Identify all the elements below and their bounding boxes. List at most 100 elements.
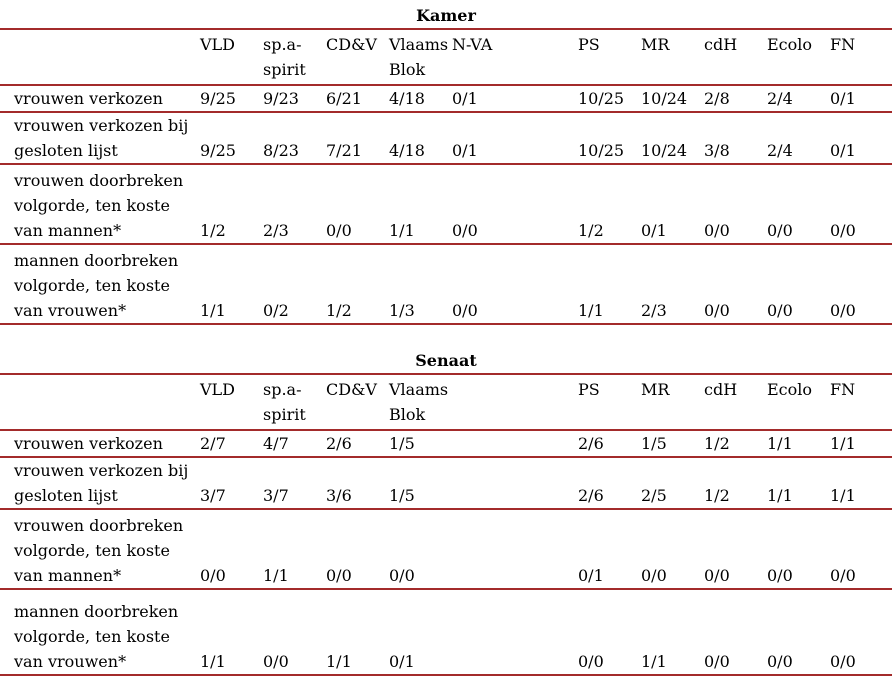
row-label: vrouwen doorbreken volgorde, ten koste van… bbox=[0, 164, 190, 245]
header-cell-ps: PS bbox=[568, 28, 631, 86]
header-cell-fn: FN bbox=[820, 373, 892, 431]
value-cell: 2/3 bbox=[631, 244, 694, 325]
row-label: mannen doorbreken volgorde, ten koste van … bbox=[0, 589, 190, 676]
value-cell: 9/25 bbox=[190, 112, 253, 165]
value-cell: 0/2 bbox=[253, 244, 316, 325]
value-cell: 1/2 bbox=[694, 430, 757, 458]
value-cell: 1/2 bbox=[694, 457, 757, 510]
header-cell-ps: PS bbox=[568, 373, 631, 431]
value-cell: 1/2 bbox=[316, 244, 379, 325]
spacer-cell bbox=[505, 509, 568, 590]
header-cell-mr: MR bbox=[631, 28, 694, 86]
table-row: mannen doorbreken volgorde, ten koste van … bbox=[0, 244, 892, 325]
value-cell: 0/1 bbox=[820, 85, 892, 113]
senaat-table: VLD sp.a-spirit CD&V Vlaams Blok PS MR cd… bbox=[0, 373, 892, 676]
value-cell: 1/2 bbox=[190, 164, 253, 245]
value-cell: 2/3 bbox=[253, 164, 316, 245]
value-cell: 0/0 bbox=[568, 589, 631, 676]
value-cell: 0/0 bbox=[757, 164, 820, 245]
value-cell: 2/5 bbox=[631, 457, 694, 510]
value-cell: 0/0 bbox=[694, 509, 757, 590]
table-row: vrouwen verkozen 9/25 9/23 6/21 4/18 0/1… bbox=[0, 85, 892, 113]
table-title-senaat: Senaat bbox=[415, 351, 477, 370]
header-cell-empty bbox=[442, 373, 505, 431]
value-cell: 1/5 bbox=[379, 457, 442, 510]
row-label: vrouwen verkozen bbox=[0, 85, 190, 113]
value-cell: 1/1 bbox=[568, 244, 631, 325]
value-cell: 3/8 bbox=[694, 112, 757, 165]
value-cell: 2/4 bbox=[757, 112, 820, 165]
header-cell-fn: FN bbox=[820, 28, 892, 86]
header-cell-ecolo: Ecolo bbox=[757, 28, 820, 86]
value-cell: 0/0 bbox=[190, 509, 253, 590]
value-cell: 0/0 bbox=[820, 244, 892, 325]
header-cell-vlaams-blok: Vlaams Blok bbox=[379, 28, 448, 86]
row-label: vrouwen verkozen bbox=[0, 430, 190, 458]
senaat-header-row: VLD sp.a-spirit CD&V Vlaams Blok PS MR cd… bbox=[0, 373, 892, 431]
value-cell: 0/0 bbox=[694, 589, 757, 676]
spacer-cell bbox=[505, 164, 568, 245]
header-cell-cdv: CD&V bbox=[316, 373, 379, 431]
value-cell: 10/25 bbox=[568, 85, 631, 113]
value-cell: 0/0 bbox=[442, 244, 505, 325]
value-cell: 1/1 bbox=[316, 589, 379, 676]
value-cell: 1/1 bbox=[631, 589, 694, 676]
value-cell bbox=[442, 430, 505, 458]
value-cell: 8/23 bbox=[253, 112, 316, 165]
value-cell: 1/1 bbox=[757, 430, 820, 458]
table-row: vrouwen verkozen bij gesloten lijst 3/7 3… bbox=[0, 457, 892, 510]
value-cell bbox=[442, 457, 505, 510]
header-cell-cdh: cdH bbox=[694, 373, 757, 431]
value-cell: 0/1 bbox=[631, 164, 694, 245]
table-title-kamer: Kamer bbox=[416, 6, 476, 25]
value-cell: 0/1 bbox=[442, 85, 505, 113]
value-cell: 1/1 bbox=[190, 589, 253, 676]
row-label: vrouwen verkozen bij gesloten lijst bbox=[0, 112, 190, 165]
value-cell: 1/5 bbox=[379, 430, 442, 458]
value-cell: 2/6 bbox=[568, 430, 631, 458]
value-cell bbox=[442, 589, 505, 676]
header-cell-ecolo: Ecolo bbox=[757, 373, 820, 431]
value-cell: 10/25 bbox=[568, 112, 631, 165]
value-cell: 0/0 bbox=[820, 589, 892, 676]
value-cell: 3/6 bbox=[316, 457, 379, 510]
value-cell: 0/1 bbox=[379, 589, 442, 676]
spacer-cell bbox=[505, 244, 568, 325]
header-cell-vld: VLD bbox=[190, 28, 253, 86]
value-cell: 0/0 bbox=[757, 589, 820, 676]
value-cell: 3/7 bbox=[190, 457, 253, 510]
value-cell: 1/1 bbox=[253, 509, 316, 590]
value-cell: 1/1 bbox=[190, 244, 253, 325]
value-cell: 0/0 bbox=[379, 509, 442, 590]
value-cell: 4/18 bbox=[379, 112, 442, 165]
spacer-cell bbox=[505, 28, 568, 86]
value-cell: 0/0 bbox=[820, 164, 892, 245]
spacer-cell bbox=[505, 85, 568, 113]
table-row: vrouwen doorbreken volgorde, ten koste van… bbox=[0, 509, 892, 590]
header-cell-empty bbox=[0, 373, 190, 431]
value-cell: 10/24 bbox=[631, 112, 694, 165]
value-cell: 9/25 bbox=[190, 85, 253, 113]
header-cell-spa-spirit: sp.a-spirit bbox=[253, 373, 316, 431]
row-label: mannen doorbreken volgorde, ten koste van … bbox=[0, 244, 190, 325]
value-cell: 10/24 bbox=[631, 85, 694, 113]
header-cell-empty bbox=[0, 28, 190, 86]
value-cell: 0/0 bbox=[757, 509, 820, 590]
value-cell: 2/6 bbox=[568, 457, 631, 510]
spacer-cell bbox=[505, 430, 568, 458]
value-cell: 0/0 bbox=[694, 164, 757, 245]
value-cell: 0/0 bbox=[820, 509, 892, 590]
value-cell: 4/18 bbox=[379, 85, 442, 113]
spacer-cell bbox=[505, 373, 568, 431]
value-cell: 2/4 bbox=[757, 85, 820, 113]
kamer-table: VLD sp.a-spirit CD&V Vlaams Blok N-VA PS … bbox=[0, 28, 892, 325]
value-cell: 2/6 bbox=[316, 430, 379, 458]
value-cell: 0/1 bbox=[442, 112, 505, 165]
spacer-cell bbox=[505, 112, 568, 165]
value-cell: 1/3 bbox=[379, 244, 442, 325]
value-cell: 4/7 bbox=[253, 430, 316, 458]
value-cell: 0/1 bbox=[568, 509, 631, 590]
value-cell: 9/23 bbox=[253, 85, 316, 113]
value-cell: 1/5 bbox=[631, 430, 694, 458]
